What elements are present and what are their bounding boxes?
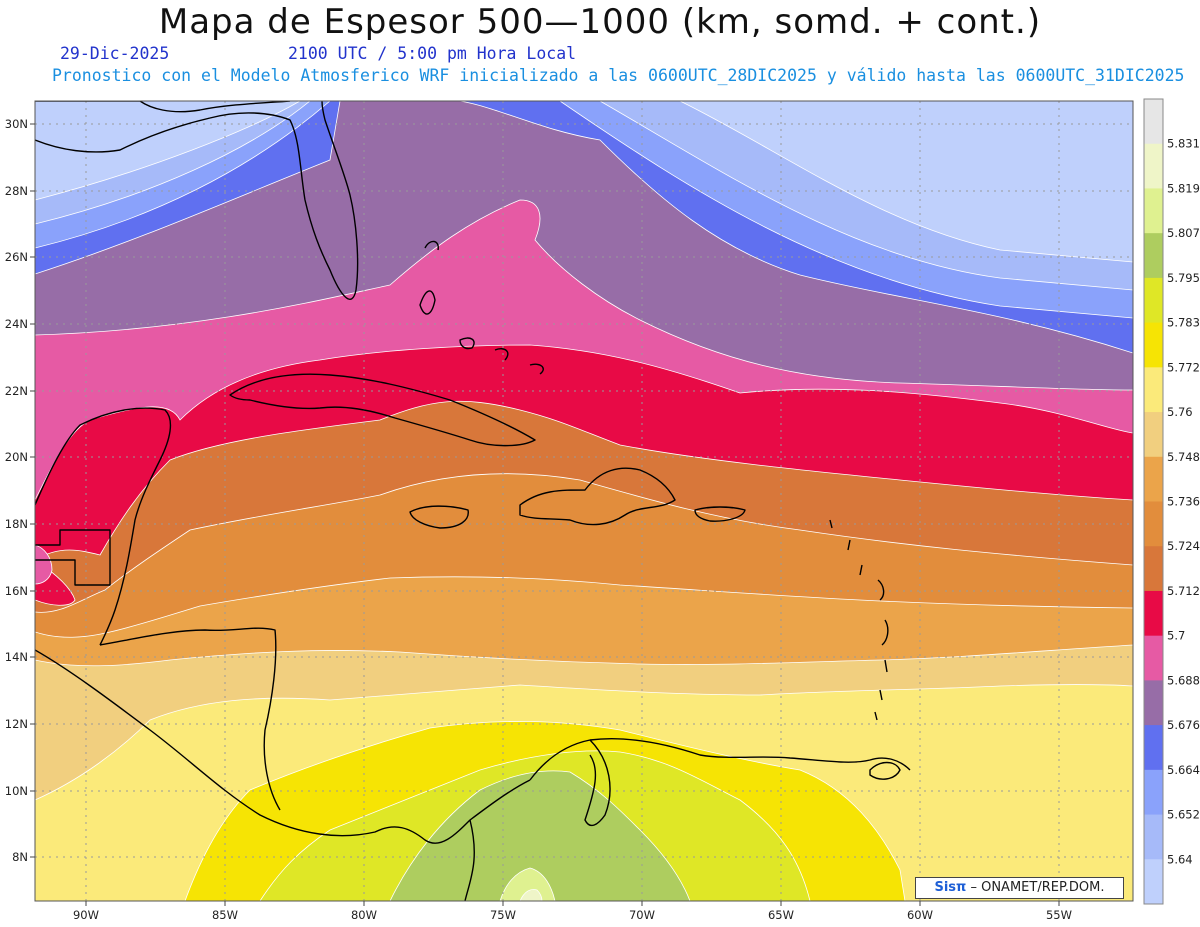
lon-label: 65W [768, 908, 794, 922]
lat-label: 18N [5, 517, 28, 531]
lon-label: 80W [351, 908, 377, 922]
colorbar-swatch [1144, 322, 1163, 368]
lon-label: 75W [490, 908, 516, 922]
colorbar-swatch [1144, 99, 1163, 145]
lat-label: 24N [5, 317, 28, 331]
colorbar-swatch [1144, 367, 1163, 413]
islands-bahamas [419, 240, 544, 375]
band-5.819-5.831 [519, 889, 543, 901]
lat-label: 28N [5, 184, 28, 198]
colorbar-label: 5.748 [1167, 450, 1200, 464]
lon-label: 90W [73, 908, 99, 922]
colorbar-swatch [1144, 725, 1163, 771]
attribution-text: – ONAMET/REP.DOM. [970, 880, 1105, 895]
lat-label: 20N [5, 450, 28, 464]
colorbar-swatch [1144, 590, 1163, 637]
colorbar-label: 5.76 [1167, 405, 1193, 419]
coast-honduras-nicaragua [99, 627, 281, 811]
colorbar-label: 5.652 [1167, 808, 1200, 822]
land-outlines [35, 101, 911, 901]
lon-label: 85W [212, 908, 238, 922]
band-5.688-local-belize [35, 544, 53, 585]
forecast-description: Pronostico con el Modelo Atmosferico WRF… [52, 66, 1185, 85]
colorbar-swatch [1144, 143, 1163, 189]
colorbar-swatch [1144, 412, 1163, 458]
colorbar [1144, 99, 1163, 905]
colorbar-label: 5.664 [1167, 763, 1200, 777]
colorbar-frame [1143, 98, 1164, 905]
colorbar-label: 5.688 [1167, 673, 1200, 687]
colorbar-swatch [1144, 680, 1163, 726]
colorbar-swatch [1144, 501, 1163, 547]
colorbar-label: 5.736 [1167, 495, 1200, 509]
coast-gulf-north [35, 101, 291, 113]
lat-label: 12N [5, 717, 28, 731]
lat-ticks [30, 123, 35, 858]
thickness-bands [35, 101, 1133, 901]
colorbar-label: 5.772 [1167, 360, 1200, 374]
colorbar-swatch [1144, 456, 1163, 502]
colorbar-label: 5.64 [1167, 852, 1193, 866]
lat-labels: 30N 28N 26N 24N 22N 20N 18N 16N 14N 12N … [5, 117, 28, 864]
lat-label: 22N [5, 384, 28, 398]
colorbar-swatch [1144, 859, 1163, 905]
colorbar-swatch [1144, 277, 1163, 324]
colorbar-labels: 5.831 5.819 5.807 5.795 5.783 5.772 5.76 5.748 5… [1167, 137, 1200, 867]
islands-lesser-antilles [829, 519, 889, 721]
lon-label: 60W [907, 908, 933, 922]
colorbar-label: 5.724 [1167, 539, 1200, 553]
border-belize-guatemala [35, 529, 111, 586]
colorbar-label: 5.712 [1167, 584, 1200, 598]
coast-yucatan [35, 407, 172, 646]
lat-label: 10N [5, 784, 28, 798]
colorbar-label: 5.676 [1167, 718, 1200, 732]
island-jamaica [409, 505, 469, 529]
band-5.807-5.819 [499, 867, 556, 901]
attribution-box: Sisπ – ONAMET/REP.DOM. [915, 877, 1124, 899]
colorbar-label: 5.831 [1167, 137, 1200, 151]
colorbar-label: 5.795 [1167, 271, 1200, 285]
lat-label: 26N [5, 250, 28, 264]
island-puertorico [694, 506, 746, 522]
forecast-date: 29-Dic-2025 [60, 44, 170, 63]
lon-label: 55W [1046, 908, 1072, 922]
colorbar-label: 5.807 [1167, 226, 1200, 240]
map-frame [34, 100, 1134, 902]
colorbar-label: 5.819 [1167, 181, 1200, 195]
island-hispaniola [519, 467, 676, 526]
sispi-logo: Sisπ [934, 880, 967, 895]
graticule [35, 101, 1133, 901]
lat-label: 30N [5, 117, 28, 131]
band-5.795-5.807 [389, 770, 691, 901]
lat-label: 8N [12, 850, 28, 864]
map-title: Mapa de Espesor 500—1000 (km, somd. + co… [158, 2, 1042, 42]
coast-gulf-florida [35, 101, 359, 300]
colorbar-swatch [1144, 188, 1163, 234]
lat-label: 14N [5, 650, 28, 664]
forecast-time: 2100 UTC / 5:00 pm Hora Local [288, 44, 577, 63]
colorbar-label: 5.783 [1167, 316, 1200, 330]
island-cuba [229, 373, 536, 447]
colorbar-swatch [1144, 635, 1163, 681]
coast-colombia-venezuela [464, 737, 911, 901]
lon-labels: 90W 85W 80W 75W 70W 65W 60W 55W [73, 908, 1072, 922]
colorbar-swatch [1144, 769, 1163, 816]
coast-trinidad [869, 761, 901, 780]
lon-label: 70W [629, 908, 655, 922]
lon-ticks [85, 901, 1060, 906]
colorbar-label: 5.7 [1167, 629, 1185, 643]
colorbar-swatch [1144, 233, 1163, 279]
colorbar-swatch [1144, 546, 1163, 592]
colorbar-swatch [1144, 814, 1163, 860]
lat-label: 16N [5, 584, 28, 598]
